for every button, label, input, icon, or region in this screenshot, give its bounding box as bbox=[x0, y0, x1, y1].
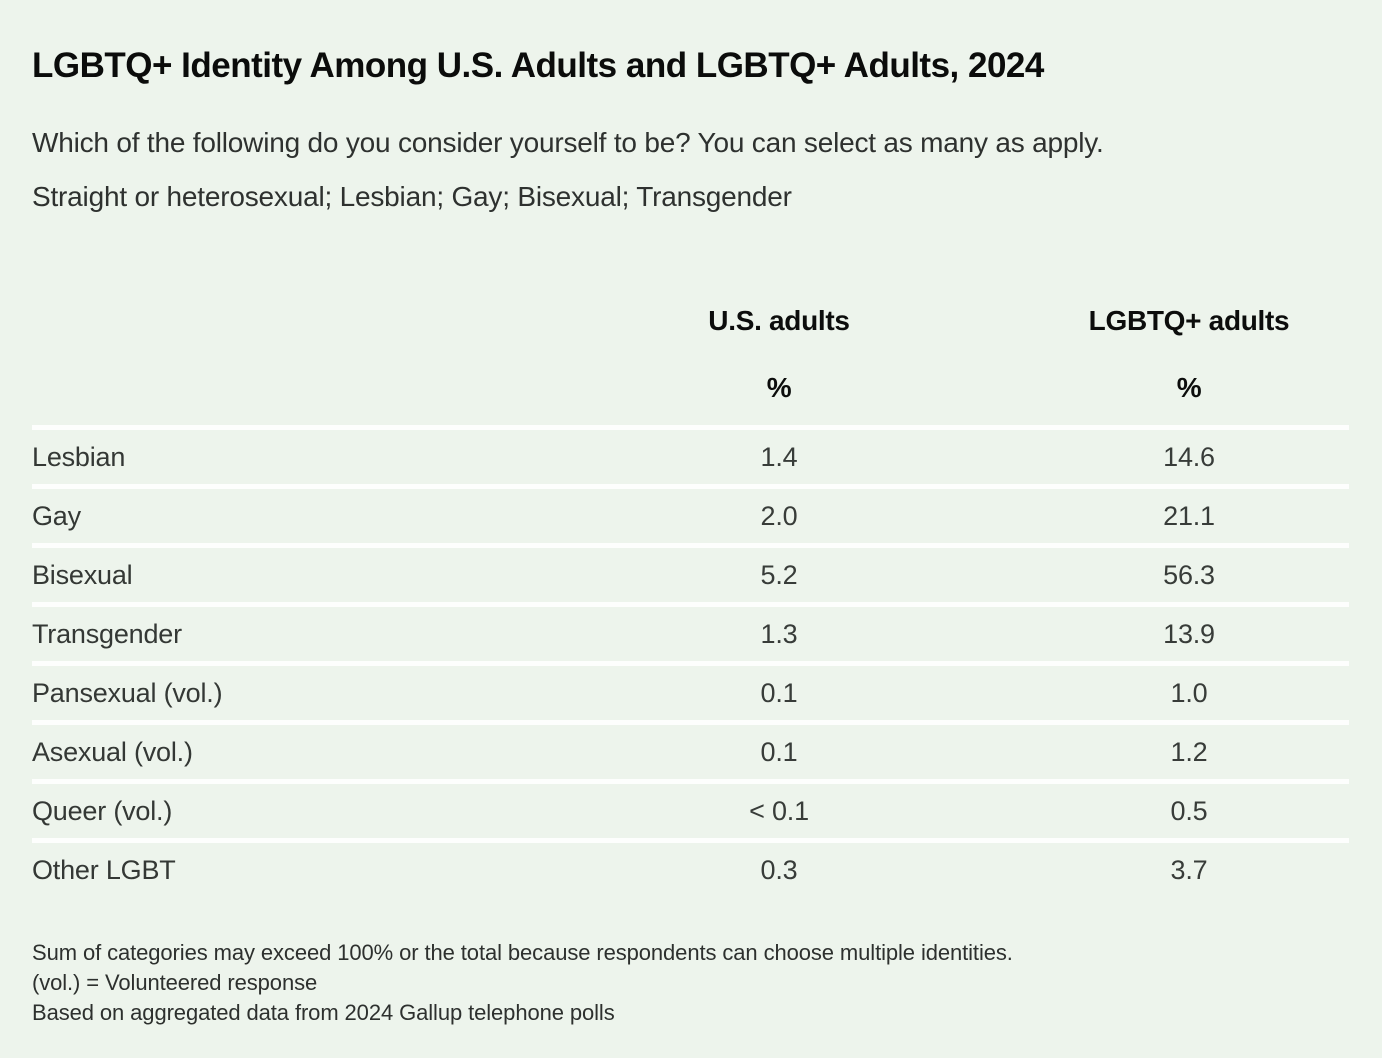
table-row: Transgender 1.3 13.9 bbox=[32, 602, 1349, 661]
row-value-us-adults: < 0.1 bbox=[749, 795, 809, 826]
data-table: U.S. adults LGBTQ+ adults % % Lesbian 1.… bbox=[32, 292, 1349, 897]
row-label: Other LGBT bbox=[32, 854, 176, 885]
row-value-us-adults: 0.3 bbox=[760, 854, 798, 885]
row-label: Gay bbox=[32, 500, 81, 531]
table-row: Bisexual 5.2 56.3 bbox=[32, 543, 1349, 602]
row-label: Bisexual bbox=[32, 559, 133, 590]
footnote-volunteered-response: (vol.) = Volunteered response bbox=[32, 970, 318, 995]
column-header-us-adults: U.S. adults bbox=[708, 305, 850, 336]
row-label: Lesbian bbox=[32, 441, 126, 472]
footnote-source: Based on aggregated data from 2024 Gallu… bbox=[32, 1000, 615, 1025]
row-value-lgbtq-adults: 56.3 bbox=[1163, 559, 1215, 590]
table-row: Lesbian 1.4 14.6 bbox=[32, 425, 1349, 484]
table-row: Queer (vol.) < 0.1 0.5 bbox=[32, 779, 1349, 838]
column-header-lgbtq-adults: LGBTQ+ adults bbox=[1088, 305, 1290, 336]
footnotes: Sum of categories may exceed 100% or the… bbox=[32, 938, 1350, 1028]
table-row: Gay 2.0 21.1 bbox=[32, 484, 1349, 543]
unit-percent-lgbtq-adults: % bbox=[1176, 371, 1202, 403]
footnote-multiple-identities: Sum of categories may exceed 100% or the… bbox=[32, 940, 1013, 965]
row-value-us-adults: 1.4 bbox=[760, 441, 798, 472]
row-value-lgbtq-adults: 1.2 bbox=[1170, 736, 1208, 767]
row-value-lgbtq-adults: 14.6 bbox=[1163, 441, 1215, 472]
row-value-us-adults: 1.3 bbox=[760, 618, 798, 649]
subtitle-line-1: Which of the following do you consider y… bbox=[32, 127, 1104, 158]
table-row: Asexual (vol.) 0.1 1.2 bbox=[32, 720, 1349, 779]
row-value-lgbtq-adults: 1.0 bbox=[1170, 677, 1208, 708]
row-label: Queer (vol.) bbox=[32, 795, 173, 826]
subtitle-line-2: Straight or heterosexual; Lesbian; Gay; … bbox=[32, 181, 792, 212]
table-unit-row: % % bbox=[32, 350, 1349, 425]
table-row: Other LGBT 0.3 3.7 bbox=[32, 838, 1349, 897]
row-label: Pansexual (vol.) bbox=[32, 677, 223, 708]
row-label: Transgender bbox=[32, 618, 182, 649]
row-value-lgbtq-adults: 3.7 bbox=[1170, 854, 1208, 885]
row-value-lgbtq-adults: 13.9 bbox=[1163, 618, 1215, 649]
unit-percent-us-adults: % bbox=[766, 371, 792, 403]
row-value-us-adults: 2.0 bbox=[760, 500, 798, 531]
row-value-lgbtq-adults: 21.1 bbox=[1163, 500, 1215, 531]
table-row: Pansexual (vol.) 0.1 1.0 bbox=[32, 661, 1349, 720]
row-value-us-adults: 0.1 bbox=[760, 736, 798, 767]
chart-title: LGBTQ+ Identity Among U.S. Adults and LG… bbox=[32, 46, 1044, 85]
row-value-us-adults: 5.2 bbox=[760, 559, 798, 590]
chart-subtitle: Which of the following do you consider y… bbox=[32, 116, 1350, 224]
row-label: Asexual (vol.) bbox=[32, 736, 193, 767]
row-value-lgbtq-adults: 0.5 bbox=[1170, 795, 1208, 826]
table-header-row: U.S. adults LGBTQ+ adults bbox=[32, 292, 1349, 350]
row-value-us-adults: 0.1 bbox=[760, 677, 798, 708]
